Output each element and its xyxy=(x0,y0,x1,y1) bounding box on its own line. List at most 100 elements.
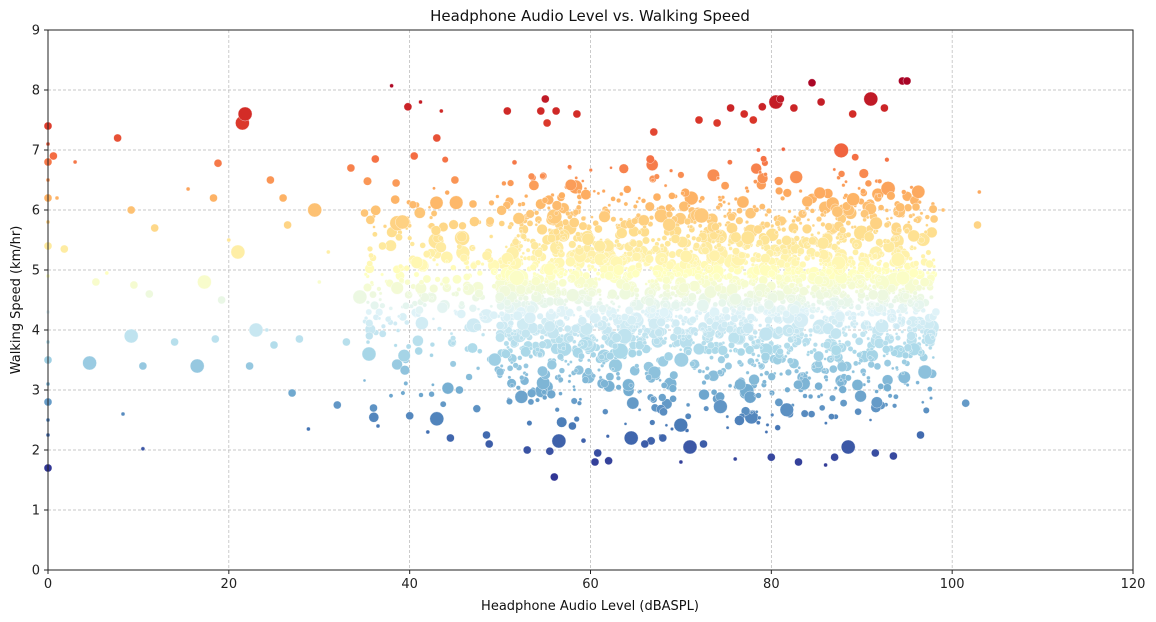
data-point xyxy=(722,200,726,204)
data-point xyxy=(743,292,748,298)
chart-title: Headphone Audio Level vs. Walking Speed xyxy=(430,7,750,25)
data-point xyxy=(749,410,754,415)
data-point xyxy=(780,195,786,201)
data-point xyxy=(509,270,525,286)
data-point xyxy=(150,223,159,233)
data-point xyxy=(541,94,550,104)
data-point xyxy=(745,220,749,225)
data-point xyxy=(536,106,545,116)
y-tick-label: 8 xyxy=(32,84,40,99)
data-point xyxy=(751,340,756,345)
data-point xyxy=(779,305,786,312)
data-point xyxy=(708,276,714,282)
data-point xyxy=(217,295,226,305)
data-point xyxy=(415,316,429,330)
data-point xyxy=(719,236,725,242)
data-point xyxy=(632,204,638,209)
data-point xyxy=(793,379,803,390)
data-point xyxy=(692,260,698,266)
data-point xyxy=(851,332,858,339)
data-point xyxy=(495,194,500,199)
data-point xyxy=(557,353,564,361)
data-point xyxy=(683,296,688,301)
data-point xyxy=(789,170,803,184)
data-point xyxy=(523,311,537,324)
data-point xyxy=(727,242,732,247)
data-point xyxy=(378,241,387,251)
data-point xyxy=(429,196,444,210)
data-point xyxy=(693,242,700,249)
data-point xyxy=(760,155,767,163)
data-point xyxy=(863,320,869,326)
data-point xyxy=(730,307,737,314)
data-point xyxy=(760,246,765,250)
data-point xyxy=(606,351,615,361)
data-point xyxy=(509,383,515,388)
data-point xyxy=(824,318,828,322)
data-point xyxy=(450,175,460,185)
data-point xyxy=(857,279,863,285)
data-point xyxy=(800,298,805,303)
data-point xyxy=(653,173,660,180)
data-point xyxy=(451,291,456,297)
data-point xyxy=(727,383,733,388)
data-point xyxy=(783,275,792,284)
data-point xyxy=(604,456,613,465)
data-point xyxy=(517,355,523,361)
data-point xyxy=(838,385,847,394)
data-point xyxy=(883,383,892,392)
data-point xyxy=(793,338,798,343)
data-point xyxy=(230,244,246,260)
data-point xyxy=(307,202,322,218)
data-point xyxy=(697,223,703,229)
data-point xyxy=(711,239,716,244)
data-point xyxy=(430,210,438,217)
data-point xyxy=(749,115,758,125)
data-point xyxy=(691,340,696,345)
data-point xyxy=(764,287,771,293)
data-point xyxy=(567,278,572,283)
data-point xyxy=(845,220,852,226)
data-point xyxy=(852,249,859,256)
data-point xyxy=(784,354,788,359)
data-point xyxy=(616,227,628,239)
data-point xyxy=(799,286,809,296)
data-point xyxy=(973,220,982,230)
data-point xyxy=(568,240,577,249)
data-point xyxy=(794,457,803,467)
data-point xyxy=(915,380,920,385)
data-point xyxy=(756,420,761,425)
data-point xyxy=(712,272,721,281)
data-point xyxy=(977,189,982,195)
data-point xyxy=(409,241,415,247)
data-point xyxy=(581,232,595,246)
data-point xyxy=(615,308,620,313)
data-point xyxy=(378,297,383,302)
data-point xyxy=(432,133,441,143)
data-point xyxy=(860,209,869,219)
data-point xyxy=(637,229,643,235)
data-point xyxy=(413,271,420,278)
data-point xyxy=(616,198,622,203)
data-point xyxy=(450,340,456,346)
data-point xyxy=(397,349,411,362)
data-point xyxy=(521,328,531,339)
data-point xyxy=(660,382,668,389)
data-point xyxy=(715,205,721,210)
data-point xyxy=(553,210,559,216)
data-point xyxy=(767,453,776,462)
data-point xyxy=(547,281,557,291)
data-point xyxy=(889,269,893,274)
data-point xyxy=(663,336,668,341)
data-point xyxy=(897,316,902,321)
data-point xyxy=(920,253,926,259)
data-point xyxy=(456,309,466,319)
data-point xyxy=(578,221,588,231)
data-point xyxy=(680,191,685,196)
data-point xyxy=(602,258,608,264)
data-point xyxy=(811,223,816,228)
data-point xyxy=(578,352,585,360)
data-point xyxy=(714,284,722,293)
data-point xyxy=(637,328,643,334)
data-point xyxy=(913,217,918,223)
